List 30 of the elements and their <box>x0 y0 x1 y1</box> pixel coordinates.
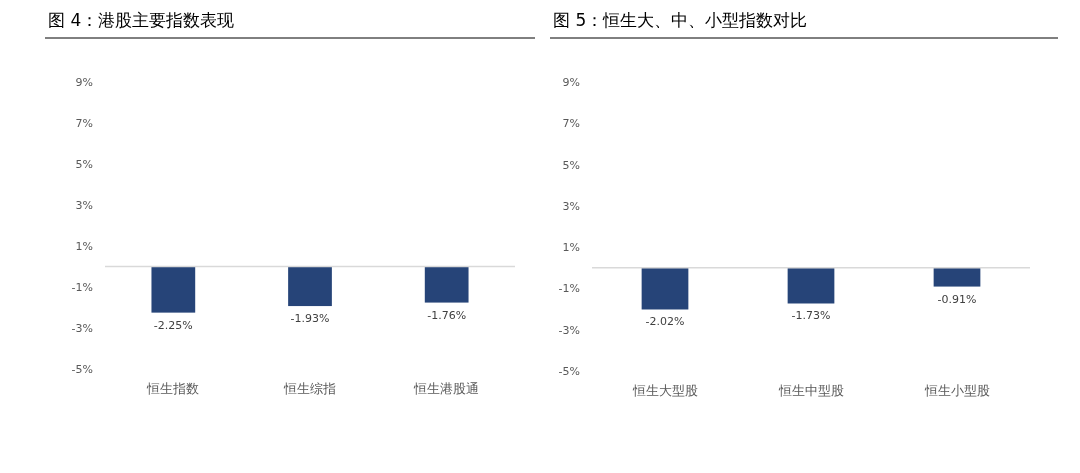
data-label: -1.76% <box>427 308 467 322</box>
data-label: -2.25% <box>153 318 193 332</box>
y-tick-label: 7% <box>75 117 93 130</box>
data-label: -0.91% <box>937 292 977 306</box>
y-tick-label: 1% <box>75 240 93 253</box>
x-tick-label: 恒生小型股 <box>923 383 990 398</box>
data-label: -2.02% <box>645 315 685 329</box>
y-tick-label: 7% <box>562 117 580 131</box>
data-label: -1.73% <box>791 309 831 323</box>
y-tick-label: 5% <box>75 158 93 171</box>
data-label: -1.93% <box>290 312 330 326</box>
x-tick-label: 恒生综指 <box>283 381 336 396</box>
y-tick-label: 9% <box>562 76 580 89</box>
y-tick-label: -1% <box>558 282 580 296</box>
y-tick-label: -5% <box>558 365 580 378</box>
y-tick-label: 9% <box>75 76 93 89</box>
x-tick-label: 恒生中型股 <box>777 383 844 398</box>
chart-title: 图 5：恒生大、中、小型指数对比 <box>553 10 808 30</box>
x-tick-label: 恒生港股通 <box>413 381 480 396</box>
y-tick-label: -3% <box>71 322 93 335</box>
y-tick-label: 3% <box>562 199 580 213</box>
y-tick-label: 5% <box>562 158 580 172</box>
chart-title: 图 4：港股主要指数表现 <box>48 10 235 30</box>
y-tick-label: -1% <box>71 281 93 294</box>
y-tick-label: 1% <box>562 241 580 255</box>
y-tick-label: -3% <box>558 323 580 337</box>
x-tick-label: 恒生指数 <box>146 381 200 396</box>
x-tick-label: 恒生大型股 <box>631 383 698 398</box>
y-tick-label: -5% <box>71 363 93 376</box>
y-tick-label: 3% <box>75 199 93 212</box>
